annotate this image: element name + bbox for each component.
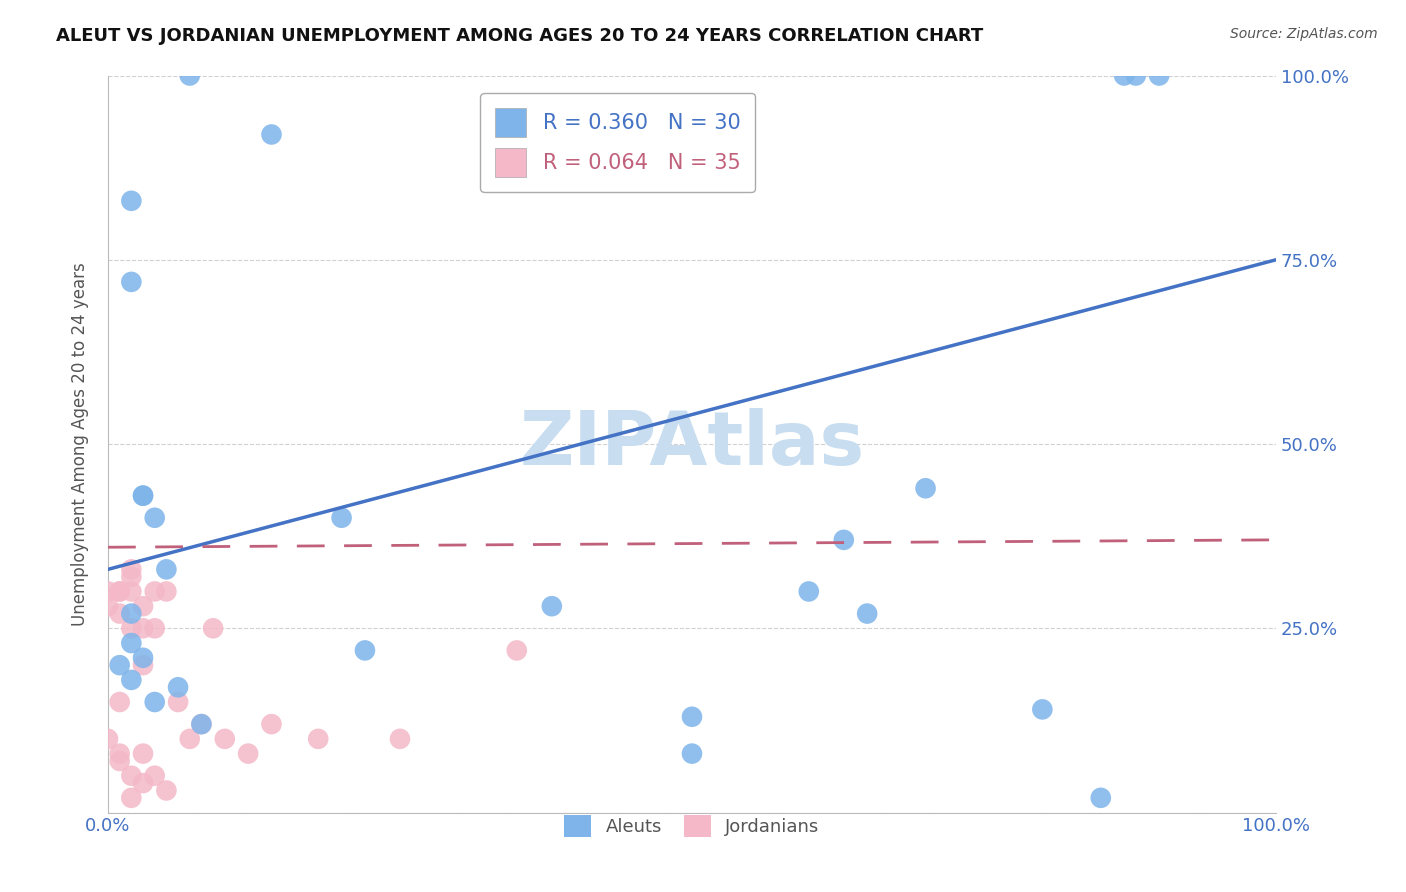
Point — [260, 128, 283, 142]
Text: ALEUT VS JORDANIAN UNEMPLOYMENT AMONG AGES 20 TO 24 YEARS CORRELATION CHART: ALEUT VS JORDANIAN UNEMPLOYMENT AMONG AG… — [56, 27, 983, 45]
Point — [179, 69, 201, 83]
Point — [132, 650, 155, 665]
Point — [120, 570, 142, 584]
Point — [132, 658, 155, 673]
Point — [260, 717, 283, 731]
Point — [108, 747, 131, 761]
Point — [167, 680, 190, 694]
Point — [797, 584, 820, 599]
Point — [1147, 69, 1170, 83]
Point — [155, 584, 177, 599]
Point — [143, 621, 166, 635]
Point — [120, 790, 142, 805]
Point — [540, 599, 562, 614]
Point — [856, 607, 879, 621]
Point — [120, 584, 142, 599]
Point — [108, 658, 131, 673]
Point — [132, 489, 155, 503]
Point — [202, 621, 225, 635]
Point — [132, 489, 155, 503]
Point — [236, 747, 259, 761]
Point — [914, 481, 936, 495]
Point — [214, 731, 236, 746]
Point — [97, 731, 120, 746]
Point — [120, 607, 142, 621]
Point — [108, 584, 131, 599]
Point — [388, 731, 411, 746]
Point — [108, 754, 131, 768]
Point — [132, 747, 155, 761]
Point — [190, 717, 212, 731]
Point — [108, 607, 131, 621]
Point — [132, 621, 155, 635]
Point — [155, 783, 177, 797]
Point — [143, 510, 166, 524]
Point — [832, 533, 855, 547]
Y-axis label: Unemployment Among Ages 20 to 24 years: Unemployment Among Ages 20 to 24 years — [72, 262, 89, 626]
Point — [120, 621, 142, 635]
Point — [1125, 69, 1147, 83]
Point — [120, 194, 142, 208]
Point — [120, 673, 142, 687]
Point — [1114, 69, 1136, 83]
Point — [108, 584, 131, 599]
Point — [120, 562, 142, 576]
Point — [190, 717, 212, 731]
Point — [143, 695, 166, 709]
Point — [1090, 790, 1112, 805]
Point — [132, 599, 155, 614]
Point — [330, 510, 353, 524]
Point — [97, 584, 120, 599]
Point — [120, 636, 142, 650]
Point — [132, 776, 155, 790]
Point — [179, 731, 201, 746]
Text: Source: ZipAtlas.com: Source: ZipAtlas.com — [1230, 27, 1378, 41]
Point — [143, 584, 166, 599]
Point — [120, 275, 142, 289]
Point — [155, 562, 177, 576]
Point — [307, 731, 329, 746]
Point — [354, 643, 377, 657]
Point — [167, 695, 190, 709]
Point — [97, 599, 120, 614]
Point — [120, 769, 142, 783]
Point — [1031, 702, 1053, 716]
Point — [108, 695, 131, 709]
Point — [506, 643, 529, 657]
Legend: Aleuts, Jordanians: Aleuts, Jordanians — [557, 807, 827, 844]
Point — [143, 769, 166, 783]
Point — [681, 747, 703, 761]
Text: ZIPAtlas: ZIPAtlas — [519, 408, 865, 481]
Point — [681, 710, 703, 724]
